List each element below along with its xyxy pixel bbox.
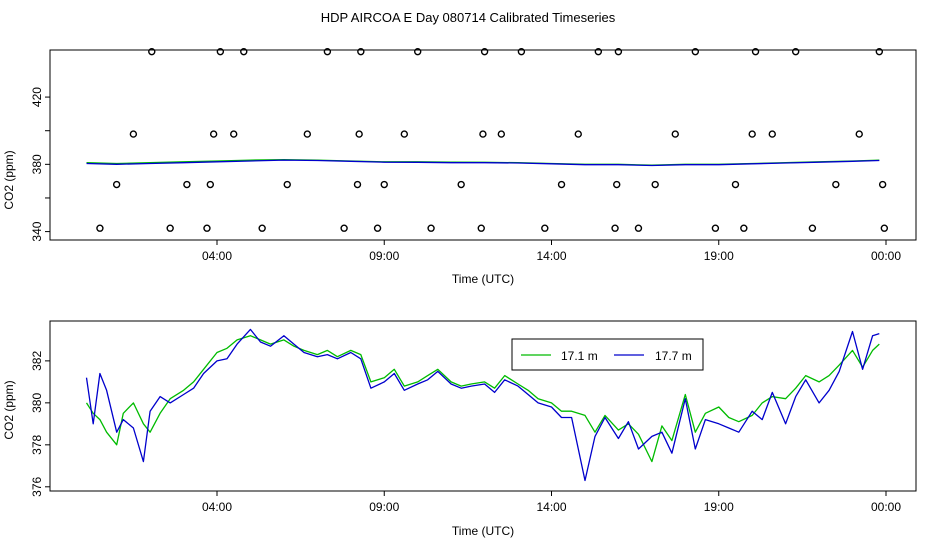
bottom-series-layer (85, 328, 880, 482)
top-x-tick-label: 14:00 (536, 249, 566, 263)
bottom-y-tick-label: 380 (30, 393, 44, 413)
top-scatter-point (373, 224, 382, 232)
top-scatter-point (283, 180, 291, 189)
top-scatter-point (751, 47, 760, 56)
top-scatter-point (878, 180, 887, 189)
top-scatter-point (748, 130, 756, 138)
legend: 17.1 m 17.7 m (511, 338, 704, 371)
top-scatter-point (129, 130, 138, 138)
top-scatter-point (230, 130, 238, 138)
bottom-series-line-0 (85, 335, 880, 463)
top-scatter-point (240, 47, 248, 56)
top-scatter-point (303, 130, 312, 138)
bottom-y-axis: 376 378 380 382 (30, 351, 51, 497)
bottom-panel: 04:00 09:00 14:00 19:00 00:00 376 378 380 382 T… (2, 320, 917, 538)
top-scatter-point (457, 180, 465, 189)
top-scatter-point (477, 224, 485, 232)
top-scatter-point (574, 130, 582, 138)
top-scatter-point (480, 47, 489, 56)
top-scatter-point (557, 180, 566, 189)
top-scatter-point (614, 47, 623, 56)
top-x-tick-label: 04:00 (202, 249, 232, 263)
top-scatter-point (183, 180, 191, 189)
bottom-y-tick-label: 382 (30, 351, 44, 371)
top-scatter-point (671, 130, 679, 138)
top-scatter-point (517, 47, 526, 56)
chart-title: HDP AIRCOA E Day 080714 Calibrated Times… (321, 10, 616, 25)
bottom-x-tick-label: 00:00 (871, 500, 901, 514)
top-scatter-point (497, 130, 506, 138)
top-y-tick-label: 340 (30, 221, 44, 241)
top-scatter-point (711, 224, 720, 232)
top-scatter-point (613, 180, 621, 189)
top-scatter-point (832, 180, 840, 189)
top-scatter-point (357, 47, 365, 56)
top-plot-frame (49, 49, 917, 241)
bottom-x-axis: 04:00 09:00 14:00 19:00 00:00 (202, 490, 901, 514)
top-scatter-point (353, 180, 362, 189)
top-y-axis: 340 380 420 (30, 87, 51, 242)
top-scatter-point (216, 47, 225, 56)
top-scatter-point (875, 47, 884, 56)
top-x-tick-label: 09:00 (369, 249, 399, 263)
top-scatter-point (166, 224, 174, 232)
top-scatter-point (400, 130, 409, 138)
top-scatter-point (611, 224, 619, 232)
top-scatter-point (340, 224, 348, 232)
top-scatter-point (731, 180, 740, 189)
top-scatter-point (323, 47, 332, 56)
top-scatter-point (541, 224, 549, 232)
top-y-axis-label: CO2 (ppm) (2, 150, 16, 209)
top-scatter-point (209, 130, 218, 138)
top-y-tick-label: 420 (30, 87, 44, 107)
top-scatter-point (380, 180, 388, 189)
top-scatter-point (414, 47, 422, 56)
top-scatter-point (768, 130, 776, 138)
top-scatter-point (479, 130, 487, 138)
top-scatter-point (206, 180, 215, 189)
legend-label-17-7m: 17.7 m (655, 349, 692, 363)
top-series-line-1 (86, 159, 880, 167)
bottom-y-tick-label: 376 (30, 476, 44, 496)
bottom-x-axis-label: Time (UTC) (452, 524, 514, 538)
top-scatter-point (691, 47, 700, 56)
legend-label-17-1m: 17.1 m (561, 349, 598, 363)
top-series-layer (86, 47, 889, 232)
bottom-series-line-1 (85, 328, 880, 482)
top-scatter-point (112, 180, 121, 189)
top-scatter-point (651, 180, 659, 189)
top-x-tick-label: 00:00 (871, 249, 901, 263)
bottom-x-tick-label: 04:00 (202, 500, 232, 514)
top-scatter-point (855, 130, 863, 138)
top-scatter-point (594, 47, 603, 56)
bottom-x-tick-label: 19:00 (704, 500, 734, 514)
top-scatter-point (148, 47, 156, 56)
top-scatter-point (427, 224, 435, 232)
top-scatter-point (355, 130, 363, 138)
top-x-axis: 04:00 09:00 14:00 19:00 00:00 (202, 239, 901, 263)
top-scatter-point (96, 224, 104, 232)
bottom-x-tick-label: 14:00 (536, 500, 566, 514)
bottom-x-tick-label: 09:00 (369, 500, 399, 514)
top-scatter-point (258, 224, 266, 232)
top-x-tick-label: 19:00 (704, 249, 734, 263)
top-scatter-point (791, 47, 800, 56)
top-x-axis-label: Time (UTC) (452, 272, 514, 286)
top-scatter-point (203, 224, 211, 232)
top-scatter-point (808, 224, 817, 232)
top-scatter-point (634, 224, 643, 232)
bottom-y-axis-label: CO2 (ppm) (2, 380, 16, 439)
top-y-tick-label: 380 (30, 154, 44, 174)
top-panel: 04:00 09:00 14:00 19:00 00:00 340 380 420 Time… (2, 47, 917, 286)
bottom-plot-frame (49, 320, 917, 492)
bottom-y-tick-label: 378 (30, 434, 44, 454)
top-scatter-point (740, 224, 748, 232)
top-scatter-point (880, 224, 889, 232)
